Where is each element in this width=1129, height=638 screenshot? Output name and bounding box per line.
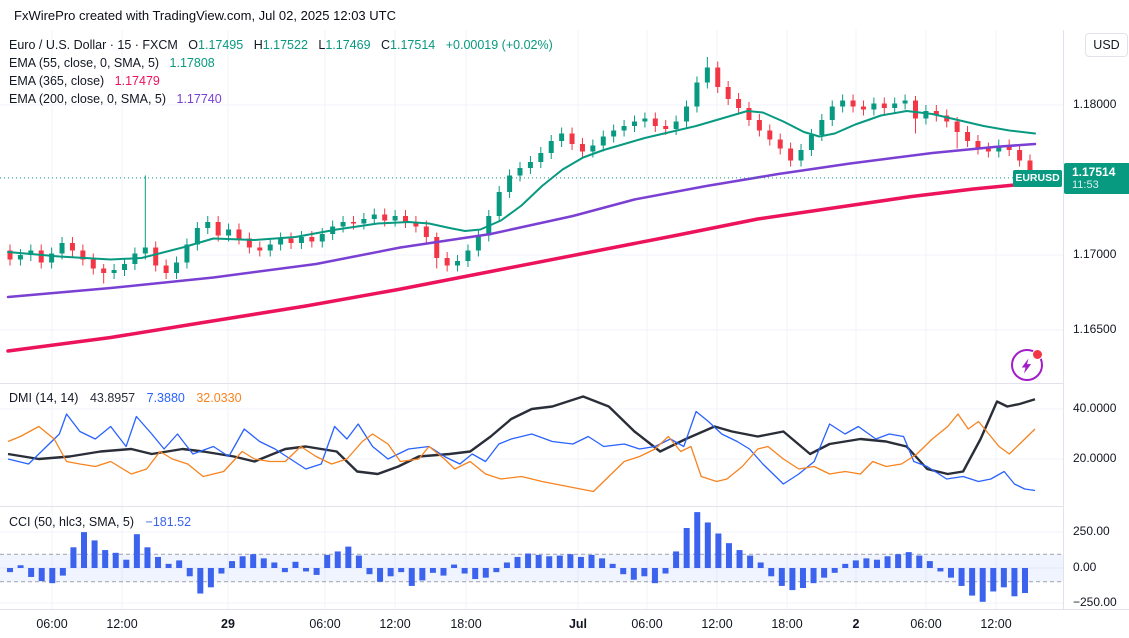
time-tick-label: 06:00: [631, 617, 663, 631]
low-value: 1.17469: [325, 38, 371, 52]
change-value: +0.00019 (+0.02%): [445, 38, 553, 52]
time-tick-label: 18:00: [771, 617, 803, 631]
main-legend: Euro / U.S. Dollar · 15 · FXCM O1.17495 …: [9, 36, 553, 108]
pane-separator[interactable]: [0, 506, 1129, 507]
cci-pane[interactable]: CCI (50, hlc3, SMA, 5) −181.52: [0, 507, 1063, 609]
cci-axis-label: 250.00: [1073, 524, 1110, 538]
price-chart-canvas[interactable]: [0, 30, 1063, 383]
time-tick-label: 06:00: [309, 617, 341, 631]
ema365-value: 1.17479: [114, 74, 160, 88]
ema365-legend-row: EMA (365, close) 1.17479: [9, 72, 553, 90]
alert-dot-icon: [1032, 349, 1043, 360]
high-value: 1.17522: [262, 38, 308, 52]
time-tick-label: 06:00: [910, 617, 942, 631]
dmi-pane[interactable]: DMI (14, 14) 43.8957 7.3880 32.0330: [0, 384, 1063, 506]
dmi-axis-label: 40.0000: [1073, 401, 1117, 415]
close-label: C: [381, 38, 391, 52]
high-label: H: [253, 38, 263, 52]
cci-axis-label: −250.00: [1073, 595, 1117, 609]
dmi-plus-di-value: 7.3880: [146, 391, 185, 405]
currency-button[interactable]: USD: [1085, 33, 1128, 57]
time-tick-label: 06:00: [36, 617, 68, 631]
time-tick-label: 12:00: [106, 617, 138, 631]
last-price-time: 11:53: [1072, 179, 1099, 191]
symbol-legend-row: Euro / U.S. Dollar · 15 · FXCM O1.17495 …: [9, 36, 553, 54]
dmi-label: DMI (14, 14): [9, 391, 79, 405]
cci-legend: CCI (50, hlc3, SMA, 5) −181.52: [9, 513, 191, 531]
cci-label: CCI (50, hlc3, SMA, 5): [9, 515, 135, 529]
last-price-value: 1.17514: [1072, 165, 1116, 179]
main-chart-pane[interactable]: Euro / U.S. Dollar · 15 · FXCM O1.17495 …: [0, 30, 1063, 383]
price-axis-label: 1.17000: [1073, 247, 1117, 261]
time-axis[interactable]: 06:00 12:00 29 06:00 12:00 18:00 Jul 06:00 12:00…: [0, 609, 1129, 638]
dmi-chart-canvas[interactable]: [0, 384, 1063, 506]
flash-alert-button[interactable]: [1011, 349, 1043, 381]
close-value: 1.17514: [390, 38, 436, 52]
time-tick-label: 12:00: [701, 617, 733, 631]
price-axis[interactable]: USD 1.17514 11:53 1.18000 1.17000 1.16500 4…: [1063, 30, 1129, 609]
last-price-badge: 1.17514 11:53: [1064, 163, 1129, 194]
cci-axis-label: 0.00: [1073, 560, 1097, 574]
price-axis-label: 1.16500: [1073, 322, 1117, 336]
header-title: FxWirePro created with TradingView.com, …: [14, 8, 396, 23]
open-label: O: [188, 38, 199, 52]
time-tick-label: 29: [221, 617, 235, 631]
dmi-minus-di-value: 32.0330: [196, 391, 242, 405]
time-tick-label: 12:00: [980, 617, 1012, 631]
ema55-value: 1.17808: [169, 56, 215, 70]
open-value: 1.17495: [198, 38, 244, 52]
time-tick-label: 18:00: [450, 617, 482, 631]
cci-value: −181.52: [145, 515, 192, 529]
lightning-icon: [1021, 358, 1032, 374]
ema55-label: EMA (55, close, 0, SMA, 5): [9, 56, 160, 70]
symbol-price-tag: EURUSD: [1013, 170, 1062, 187]
symbol-title: Euro / U.S. Dollar · 15 · FXCM: [9, 38, 178, 52]
time-tick-label: 2: [852, 617, 860, 631]
low-label: L: [318, 38, 326, 52]
pane-separator[interactable]: [0, 383, 1129, 384]
ema200-value: 1.17740: [176, 92, 222, 106]
time-tick-label: Jul: [568, 617, 588, 631]
dmi-legend: DMI (14, 14) 43.8957 7.3880 32.0330: [9, 389, 242, 407]
ema55-legend-row: EMA (55, close, 0, SMA, 5) 1.17808: [9, 54, 553, 72]
time-tick-label: 12:00: [379, 617, 411, 631]
dmi-adx-value: 43.8957: [89, 391, 136, 405]
ema200-legend-row: EMA (200, close, 0, SMA, 5) 1.17740: [9, 90, 553, 108]
ema365-label: EMA (365, close): [9, 74, 105, 88]
cci-chart-canvas[interactable]: [0, 507, 1063, 609]
ema200-label: EMA (200, close, 0, SMA, 5): [9, 92, 167, 106]
header: FxWirePro created with TradingView.com, …: [0, 0, 1129, 30]
dmi-axis-label: 20.0000: [1073, 451, 1117, 465]
price-axis-label: 1.18000: [1073, 97, 1117, 111]
